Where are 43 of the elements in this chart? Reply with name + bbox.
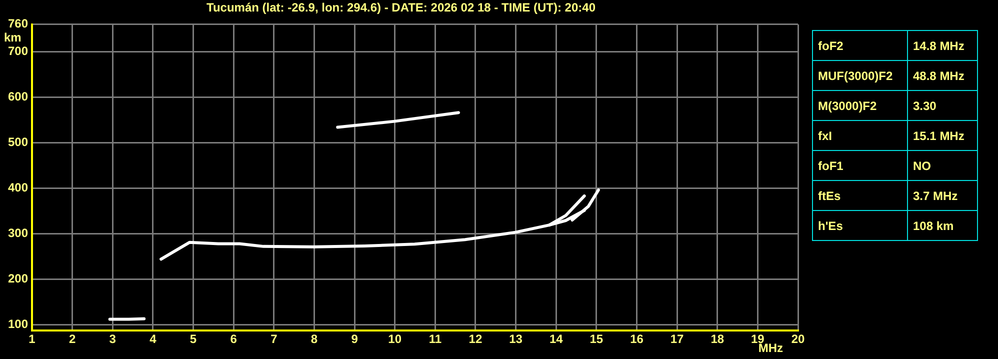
x-tick-label: 18	[710, 332, 724, 346]
y-tick-label: 760	[8, 16, 28, 31]
x-tick-label: 16	[630, 332, 644, 346]
x-tick-label: 15	[590, 332, 604, 346]
text: 14.8 MHz	[908, 30, 978, 60]
x-tick-label: 6	[230, 332, 238, 346]
chart-title: Tucumán (lat: -26.9, lon: 294.6) - DATE: 2026 02 18 - TIME (UT): 20:40	[206, 0, 596, 15]
text: h'Es	[812, 210, 908, 240]
x-tick-label: 8	[310, 332, 318, 346]
text: fxI	[812, 120, 908, 150]
y-tick-label: 700	[8, 44, 28, 58]
text: 15.1 MHz	[908, 120, 978, 150]
text: foF1	[812, 150, 908, 180]
x-tick-label: 4	[150, 332, 157, 346]
x-tick-label: 13	[509, 332, 523, 346]
x-tick-label: 1	[28, 332, 36, 346]
y-tick-label: 200	[8, 272, 28, 286]
x-tick-label: 3	[109, 332, 116, 346]
x-tick-label: 7	[270, 332, 278, 346]
text: 3.30	[908, 90, 978, 120]
x-tick-label: 20	[791, 332, 805, 346]
y-tick-label: 300	[8, 226, 28, 240]
y-tick-label: 400	[8, 180, 28, 195]
text: 48.8 MHz	[908, 60, 978, 90]
text: M(3000)F2	[812, 90, 908, 120]
text: NO	[908, 150, 978, 180]
x-tick-label: 5	[190, 332, 197, 346]
x-tick-label: 10	[388, 332, 402, 346]
x-tick-label: 17	[670, 332, 684, 346]
x-tick-label: 14	[549, 332, 564, 346]
text: 3.7 MHz	[908, 180, 978, 210]
x-tick-label: 12	[468, 332, 482, 346]
x-tick-label: 2	[68, 332, 76, 346]
text: MUF(3000)F2	[812, 60, 908, 90]
x-tick-label: 11	[428, 332, 442, 346]
x-tick-label: 9	[351, 332, 358, 346]
y-tick-label: 100	[8, 317, 28, 331]
text: foF2	[812, 30, 908, 60]
text: 108 km	[908, 210, 978, 240]
y-tick-label: 600	[8, 90, 28, 104]
y-tick-label: 500	[8, 135, 28, 150]
y-axis-title: km	[4, 30, 22, 45]
text: ftEs	[812, 180, 908, 210]
